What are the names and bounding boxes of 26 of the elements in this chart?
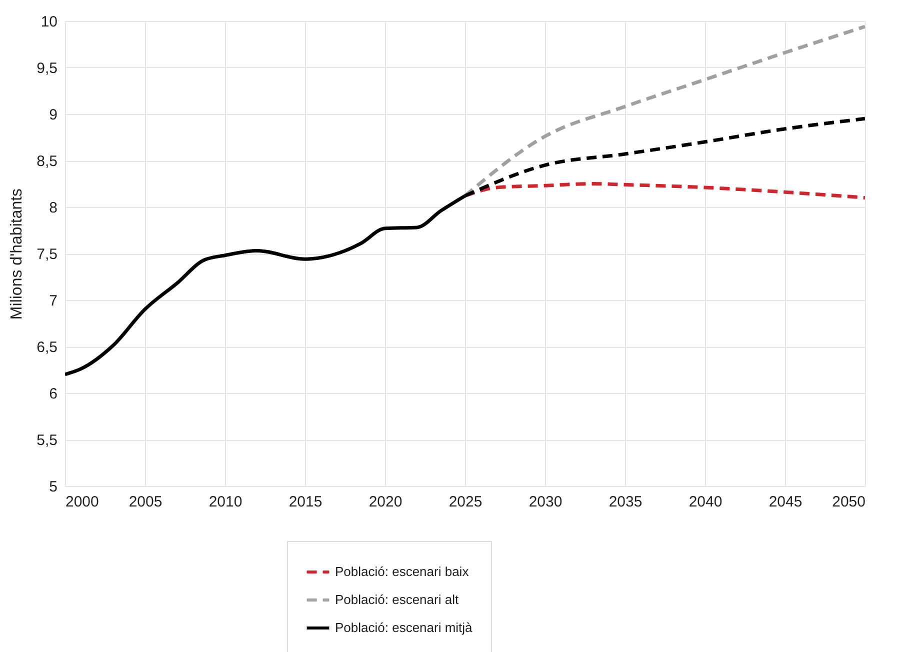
y-tick-label: 9 bbox=[49, 106, 58, 124]
x-tick-label: 2000 bbox=[66, 494, 99, 510]
x-tick-label: 2005 bbox=[128, 494, 162, 510]
y-tick-label: 5 bbox=[49, 478, 58, 496]
y-tick-label: 6 bbox=[49, 386, 58, 402]
legend-label: Població: escenari alt bbox=[335, 592, 459, 607]
y-tick-label: 10 bbox=[40, 14, 58, 30]
x-tick-label: 2010 bbox=[208, 494, 242, 510]
x-tick-label: 2045 bbox=[768, 494, 802, 510]
x-tick-label: 2050 bbox=[832, 494, 866, 510]
legend-label: Població: escenari mitjà bbox=[335, 620, 474, 635]
y-tick-label: 5,5 bbox=[36, 432, 58, 449]
x-tick-label: 2025 bbox=[448, 494, 482, 510]
y-tick-label: 8,5 bbox=[36, 153, 58, 170]
y-tick-label: 9,5 bbox=[36, 60, 58, 77]
x-tick-label: 2030 bbox=[528, 494, 562, 510]
x-tick-label: 2020 bbox=[368, 494, 402, 510]
y-tick-label: 7 bbox=[49, 292, 58, 310]
x-tick-label: 2035 bbox=[608, 494, 642, 510]
y-axis-title: Milions d'habitants bbox=[8, 188, 26, 320]
legend-label: Població: escenari baix bbox=[335, 564, 470, 579]
x-tick-label: 2015 bbox=[288, 494, 322, 510]
y-tick-label: 6,5 bbox=[36, 339, 58, 356]
y-tick-label: 8 bbox=[49, 200, 58, 216]
x-tick-label: 2040 bbox=[688, 494, 722, 510]
y-tick-label: 7,5 bbox=[36, 246, 58, 263]
